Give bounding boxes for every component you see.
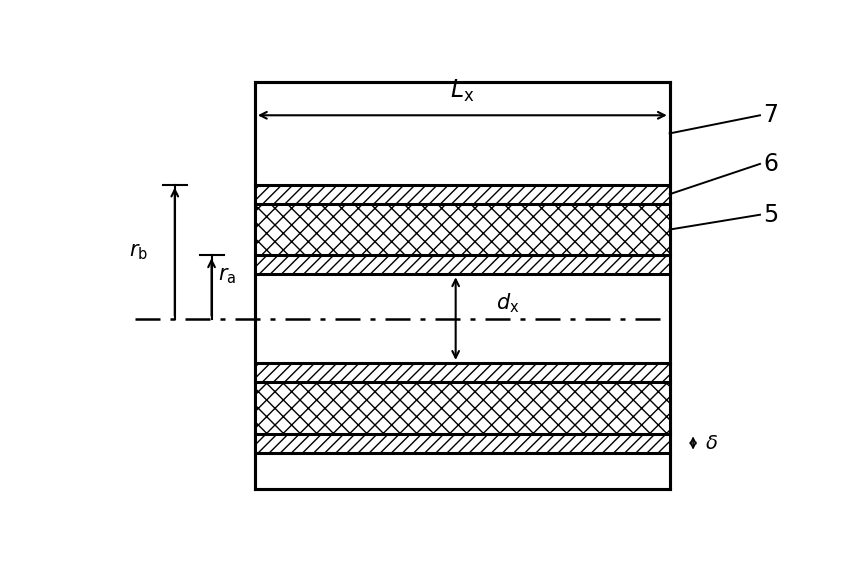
Bar [255, 382, 670, 433]
Text: 6: 6 [764, 152, 778, 176]
Bar [255, 185, 670, 204]
Text: $r_{\mathrm{b}}$: $r_{\mathrm{b}}$ [129, 242, 148, 262]
Text: $d_{\mathrm{x}}$: $d_{\mathrm{x}}$ [496, 292, 520, 315]
Bar [255, 433, 670, 452]
Bar [255, 204, 670, 255]
Bar [255, 363, 670, 382]
Text: $r_{\mathrm{a}}$: $r_{\mathrm{a}}$ [218, 266, 236, 286]
Bar [255, 82, 670, 488]
Text: $L_{\mathrm{x}}$: $L_{\mathrm{x}}$ [450, 78, 475, 104]
Bar [255, 255, 670, 274]
Text: 5: 5 [764, 203, 778, 227]
Text: 7: 7 [764, 103, 778, 127]
Text: $\delta$: $\delta$ [705, 433, 718, 452]
